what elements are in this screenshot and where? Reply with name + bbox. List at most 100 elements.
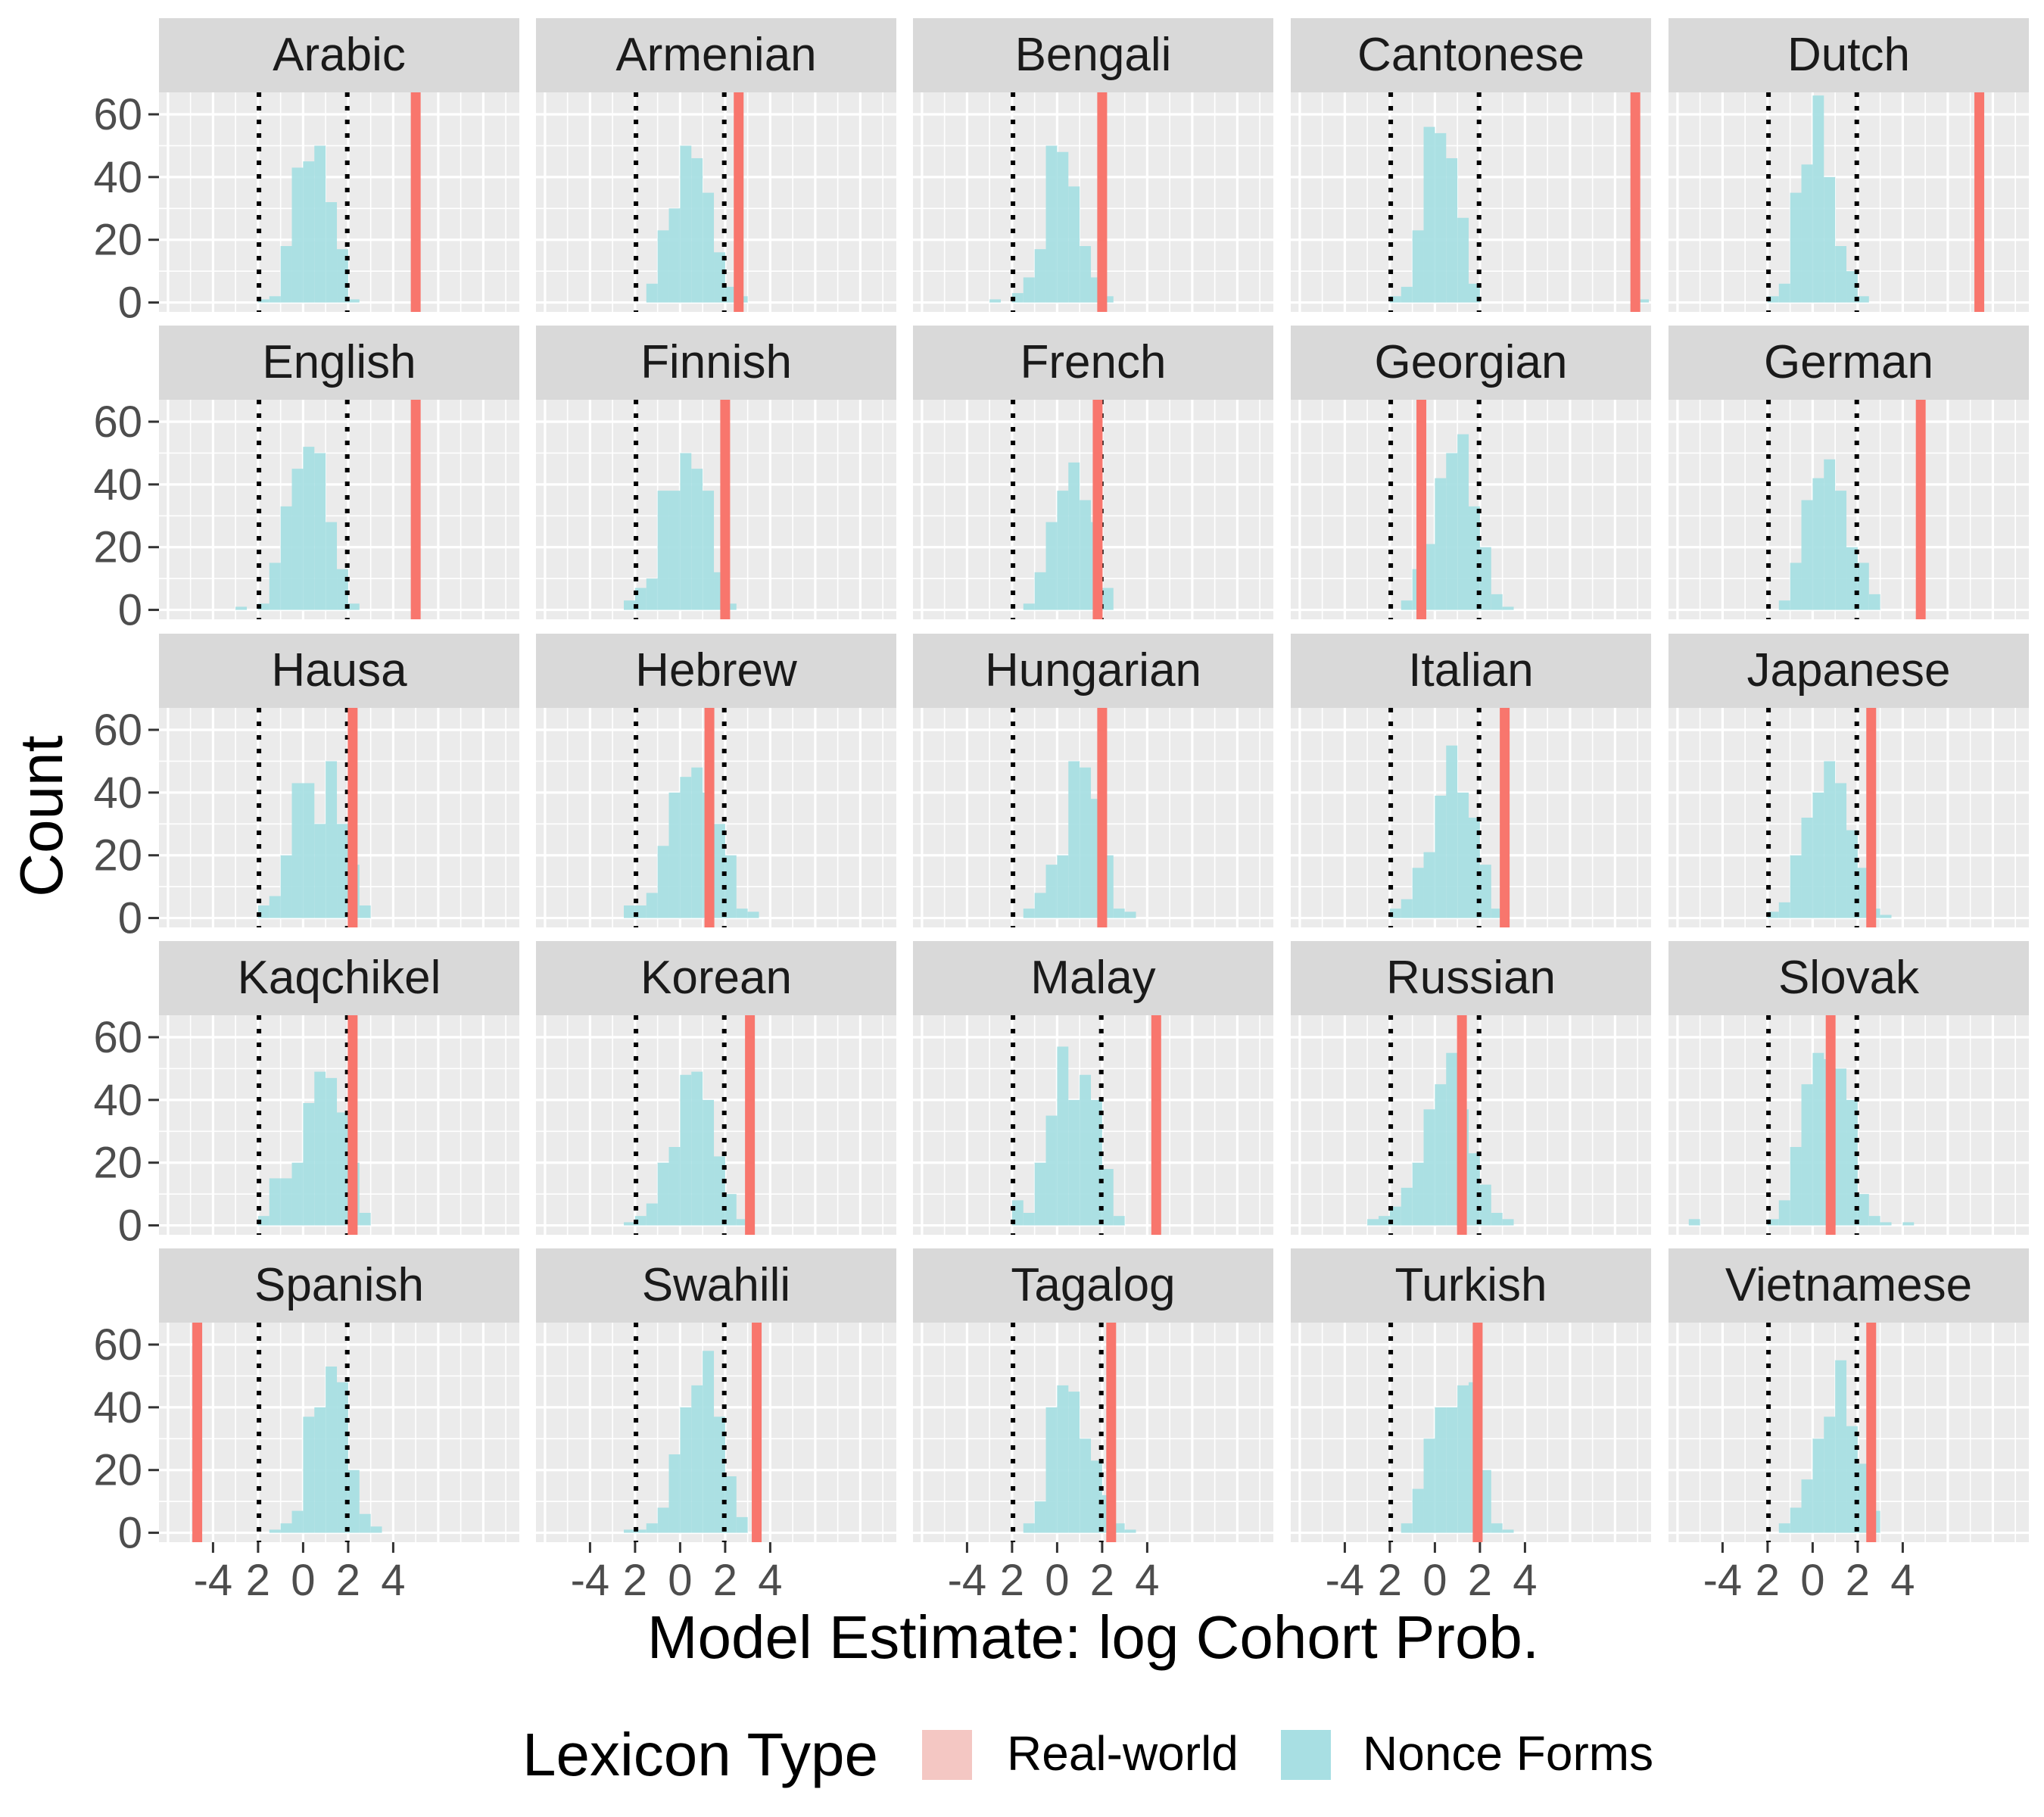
histogram-bar <box>1801 500 1813 610</box>
histogram-bar <box>691 158 703 303</box>
histogram-bar <box>680 453 692 610</box>
x-tick-label: 2 <box>336 1556 360 1605</box>
histogram-bar <box>347 603 360 610</box>
facet-strip <box>913 941 1273 1015</box>
histogram-bar <box>1857 563 1869 610</box>
facet-title: Japanese <box>1747 644 1951 697</box>
histogram-bar <box>1423 126 1435 303</box>
x-tick-label: 4 <box>758 1556 782 1605</box>
x-tick-label: 4 <box>1513 1556 1537 1605</box>
histogram-bar <box>1857 1463 1869 1533</box>
x-tick-label: 2 <box>246 1556 270 1605</box>
histogram-bar <box>291 1162 304 1226</box>
histogram-bar <box>680 145 692 303</box>
histogram-bar <box>1502 1529 1514 1533</box>
y-tick-label: 40 <box>93 768 142 818</box>
histogram-bar <box>1778 1200 1790 1226</box>
histogram-bar <box>1868 1216 1880 1226</box>
histogram-bar <box>1080 246 1092 303</box>
histogram-bar <box>1023 1213 1035 1226</box>
histogram-bar <box>668 208 681 303</box>
histogram-bar <box>1446 1407 1458 1533</box>
histogram-bar <box>1469 818 1480 918</box>
histogram-bar <box>1389 296 1401 303</box>
y-axis-title: Count <box>8 735 75 896</box>
histogram-bar <box>1857 868 1869 918</box>
histogram-bar <box>1412 1162 1424 1226</box>
histogram-bar <box>1113 1216 1125 1226</box>
histogram-bar <box>634 1529 647 1533</box>
histogram-bar <box>1023 1523 1035 1533</box>
histogram-bar <box>326 522 338 610</box>
x-tick-label: 2 <box>1378 1556 1402 1605</box>
histogram-bar <box>370 1526 382 1533</box>
histogram-bar <box>1688 1219 1700 1226</box>
y-tick-label: 20 <box>93 1139 142 1188</box>
histogram-bar <box>1846 830 1858 918</box>
histogram-bar <box>1113 1523 1125 1533</box>
histogram-bar <box>1446 1052 1458 1226</box>
y-tick-label: 20 <box>93 216 142 265</box>
histogram-bar <box>280 1523 292 1533</box>
facet-strip <box>1291 18 1651 92</box>
histogram-bar <box>1057 855 1069 918</box>
histogram-bar <box>1469 1153 1480 1226</box>
panel-background <box>1291 92 1651 312</box>
histogram-bar <box>1846 271 1858 303</box>
histogram-bar <box>269 1178 281 1226</box>
histogram-bar <box>1124 912 1136 918</box>
y-tick-label: 60 <box>93 706 142 755</box>
histogram-bar <box>1801 1084 1813 1226</box>
legend-label-real-world: Real-world <box>1007 1726 1239 1781</box>
histogram-bar <box>714 252 725 303</box>
histogram-bar <box>1080 767 1092 918</box>
x-axes: -4 2 0 2 4 -4 2 0 2 4 -4 2 0 2 4 -4 2 0 2 4 -4 2 0 2 4 <box>194 1542 1915 1605</box>
histogram-bar <box>624 905 635 918</box>
facet-title: Bengali <box>1015 29 1172 81</box>
facet-strip <box>159 1248 519 1323</box>
facet-title: Slovak <box>1778 952 1920 1004</box>
histogram-bar <box>668 491 681 610</box>
histogram-bar <box>657 846 669 918</box>
facet-armenian: Armenian <box>536 18 896 312</box>
histogram-bar <box>1880 915 1892 918</box>
y-tick-label: 0 <box>118 1509 142 1558</box>
histogram-bar <box>1068 1099 1080 1226</box>
histogram-bar <box>1091 1460 1102 1533</box>
x-tick-label: -4 <box>1703 1556 1743 1605</box>
histogram-bar <box>1857 296 1869 303</box>
histogram-bar <box>646 893 658 918</box>
facet-spanish: Spanish <box>159 1248 519 1542</box>
y-tick-label: 20 <box>93 831 142 880</box>
facet-strip <box>1291 326 1651 400</box>
histogram-bar <box>1412 1488 1424 1533</box>
histogram-bar <box>1812 95 1824 303</box>
y-tick-label: 60 <box>93 397 142 447</box>
histogram-bar <box>724 1476 737 1533</box>
x-tick-label: -4 <box>571 1556 610 1605</box>
histogram-bar <box>1401 1187 1413 1226</box>
histogram-bar <box>1435 478 1447 610</box>
histogram-bar <box>291 1510 304 1533</box>
facet-title: Italian <box>1408 644 1533 697</box>
y-tick-label: 20 <box>93 523 142 572</box>
facet-german: German <box>1669 326 2029 619</box>
x-tick-label: 4 <box>381 1556 405 1605</box>
histogram-bar <box>680 777 692 918</box>
histogram-bar <box>1068 1392 1080 1533</box>
histogram-bar <box>1435 132 1447 303</box>
histogram-bar <box>280 855 292 918</box>
histogram-bar <box>1457 434 1469 610</box>
histogram-bar <box>1068 186 1080 303</box>
facet-title: Hebrew <box>635 644 797 697</box>
histogram-bar <box>989 299 1002 303</box>
histogram-bar <box>1101 1169 1114 1226</box>
facet-title: Hausa <box>271 644 407 697</box>
histogram-bar <box>303 1417 315 1533</box>
histogram-bar <box>1034 893 1046 918</box>
histogram-bar <box>291 469 304 610</box>
facet-title: Spanish <box>254 1259 424 1311</box>
histogram-bar <box>280 246 292 303</box>
histogram-bar <box>1080 1074 1092 1226</box>
